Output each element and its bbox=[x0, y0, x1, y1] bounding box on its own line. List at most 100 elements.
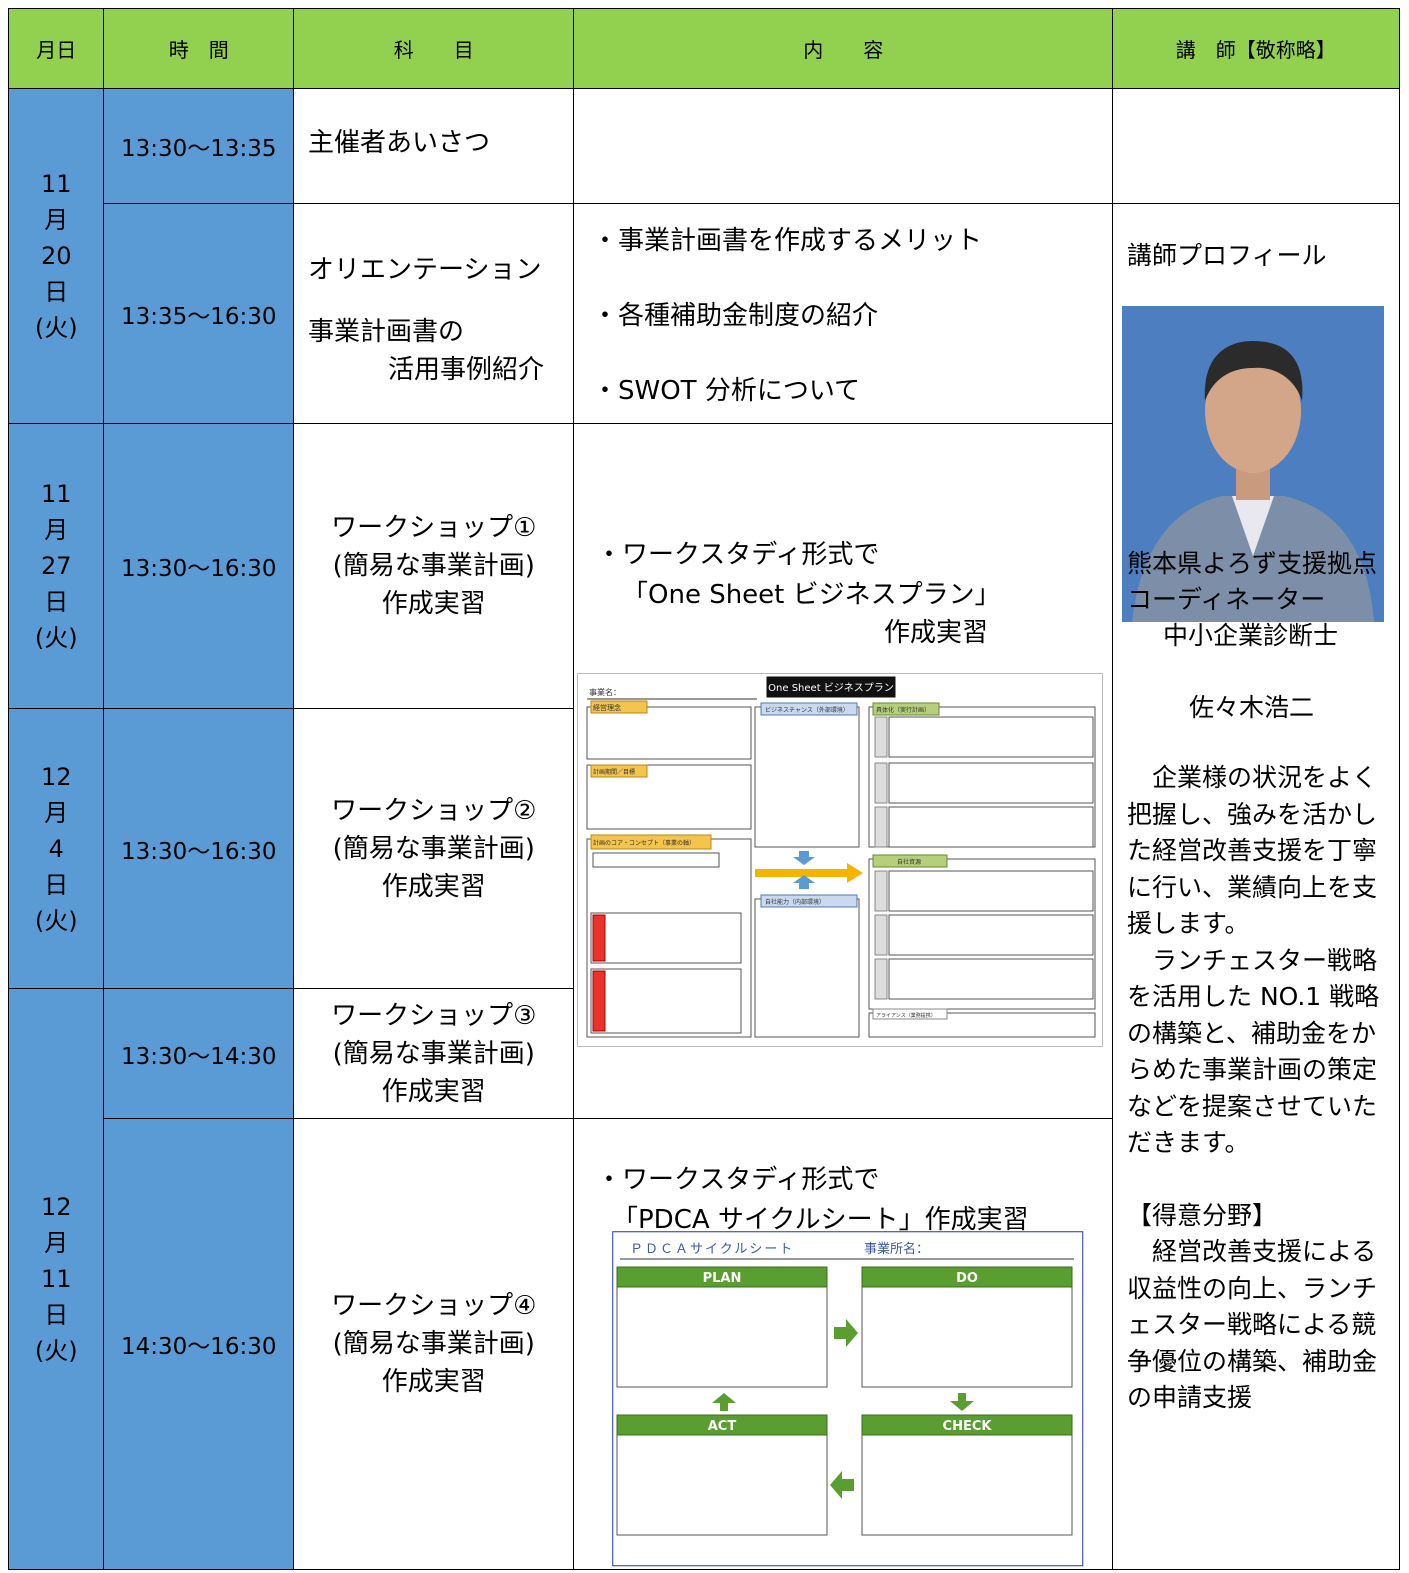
sheet-box bbox=[888, 958, 1094, 1000]
pdca-label: DO bbox=[956, 1271, 978, 1286]
photo-head bbox=[1205, 349, 1301, 473]
subject-text: (簡易な事業計画) bbox=[332, 833, 535, 864]
subject-text: (簡易な事業計画) bbox=[332, 551, 535, 582]
instructor-heading: 講師プロフィール bbox=[1127, 241, 1327, 270]
date-cell: 11 月 27 日 (火) bbox=[8, 423, 105, 710]
pdca-office: 事業所名： bbox=[864, 1241, 929, 1257]
sheet-box bbox=[874, 716, 888, 758]
pdca-box bbox=[616, 1266, 828, 1288]
date-text: 4 bbox=[48, 834, 64, 863]
subject-cell: オリエンテーション 事業計画書の 活用事例紹介 bbox=[293, 203, 575, 425]
date-text: 日 bbox=[44, 588, 69, 617]
sheet-box bbox=[590, 912, 742, 964]
header-cell: 講 師【敬称略】 bbox=[1112, 8, 1400, 90]
sheet-box bbox=[872, 702, 940, 716]
sheet-label: 計画期間／目標 bbox=[593, 768, 635, 776]
instructor-role: コーディネーター bbox=[1127, 585, 1326, 614]
sheet-label: 計画のコア・コンセプト（事業の軸） bbox=[593, 839, 695, 847]
header-label: 内 容 bbox=[803, 38, 884, 63]
one-sheet-image: One Sheet ビジネスプラン 事業名： 経営理念計画期間／目標計画のコア・コン… bbox=[577, 673, 1103, 1047]
date-text: (火) bbox=[34, 906, 78, 935]
time-cell: 13:30〜13:35 bbox=[103, 88, 295, 205]
sheet-label: 自社能力（内部環境） bbox=[765, 898, 825, 906]
sheet-box bbox=[760, 702, 858, 716]
date-text: 27 bbox=[40, 552, 72, 581]
instructor-cell: 講師プロフィール 熊本県よろず支援拠点 コーディネーター 中小企業診断士 佐々木浩二 企… bbox=[1112, 203, 1400, 1570]
sheet-label: 具体化（実行計画） bbox=[876, 706, 930, 714]
content-cell: ・ワークスタディ形式で 「One Sheet ビジネスプラン」 作成実習 One Sh… bbox=[573, 423, 1114, 1120]
sheet-box bbox=[874, 958, 888, 1000]
subject-cell: ワークショップ③ (簡易な事業計画) 作成実習 bbox=[293, 988, 575, 1120]
session-time: 13:35〜16:30 bbox=[120, 303, 277, 330]
subject-cell: 主催者あいさつ bbox=[293, 88, 575, 205]
date-text: 日 bbox=[44, 870, 69, 899]
date-text: 12 bbox=[40, 762, 72, 791]
photo-body bbox=[1132, 496, 1374, 622]
subject-text: (簡易な事業計画) bbox=[332, 1038, 535, 1069]
date-text: (火) bbox=[34, 314, 78, 343]
header-label: 月日 bbox=[36, 38, 77, 63]
photo-hair bbox=[1204, 341, 1303, 401]
session-time: 14:30〜16:30 bbox=[120, 1333, 277, 1360]
pdca-arrow bbox=[830, 1471, 854, 1499]
subject-text: ワークショップ④ bbox=[331, 1290, 537, 1321]
time-cell: 13:35〜16:30 bbox=[103, 203, 295, 425]
header-cell: 内 容 bbox=[573, 8, 1114, 90]
sheet-box bbox=[874, 762, 888, 804]
sheet-label: 自社資源 bbox=[897, 858, 921, 866]
time-cell: 13:30〜16:30 bbox=[103, 708, 295, 990]
sheet-label: アライアンス（業務提携） bbox=[876, 1012, 936, 1019]
bio-paragraph: 企業様の状況をよく把握し、強みを活かした経営改善支援を丁寧に行い、業績向上を支援… bbox=[1127, 763, 1378, 938]
content-text: 「PDCA サイクルシート」作成実習 bbox=[612, 1205, 1029, 1235]
content-cell bbox=[573, 88, 1114, 205]
subject-text: ワークショップ① bbox=[331, 513, 537, 544]
pdca-box bbox=[861, 1266, 1073, 1288]
sheet-box bbox=[586, 706, 752, 760]
sheet-box bbox=[872, 854, 948, 868]
bio-paragraph: 【得意分野】 bbox=[1127, 1200, 1278, 1230]
content-cell: ・ワークスタディ形式で 「PDCA サイクルシート」作成実習 ＰＤＣＡサイクルシート… bbox=[573, 1118, 1114, 1570]
header-cell: 科 目 bbox=[293, 8, 575, 90]
content-text: ・ワークスタディ形式で bbox=[596, 540, 880, 570]
session-time: 13:30〜16:30 bbox=[120, 556, 277, 583]
content-text: 「One Sheet ビジネスプラン」 bbox=[622, 580, 1001, 610]
content-text: ・事業計画書を作成するメリット bbox=[592, 226, 983, 256]
sheet-box bbox=[874, 806, 888, 848]
header-cell: 時 間 bbox=[103, 8, 295, 90]
sheet-box bbox=[888, 806, 1094, 848]
sheet-box bbox=[874, 914, 888, 956]
instructor-bio: 企業様の状況をよく把握し、強みを活かした経営改善支援を丁寧に行い、業績向上を支援… bbox=[1127, 760, 1389, 1417]
sheet-box bbox=[760, 894, 858, 908]
sheet-box bbox=[874, 870, 888, 912]
date-text: 月 bbox=[44, 516, 69, 545]
subject-cell: ワークショップ④ (簡易な事業計画) 作成実習 bbox=[293, 1118, 575, 1570]
session-time: 13:30〜16:30 bbox=[120, 838, 277, 865]
sheet-label: 事業名： bbox=[589, 687, 621, 697]
content-text: ・SWOT 分析について bbox=[592, 376, 861, 406]
sheet-box bbox=[590, 764, 648, 778]
time-cell: 13:30〜16:30 bbox=[103, 423, 295, 710]
pdca-box bbox=[616, 1414, 828, 1436]
sheet-arrow bbox=[793, 875, 815, 889]
subject-text: 作成実習 bbox=[381, 871, 486, 902]
pdca-arrow bbox=[712, 1393, 736, 1411]
subject-cell: ワークショップ② (簡易な事業計画) 作成実習 bbox=[293, 708, 575, 990]
session-time: 13:30〜13:35 bbox=[120, 136, 277, 163]
sheet-arrow bbox=[755, 863, 863, 883]
content-text: ・ワークスタディ形式で bbox=[596, 1165, 880, 1195]
sheet-box bbox=[592, 970, 606, 1032]
date-cell: 12 月 4 日 (火) bbox=[8, 708, 105, 990]
sheet-box bbox=[754, 898, 860, 1038]
subject-text: 作成実習 bbox=[381, 589, 486, 620]
date-text: (火) bbox=[34, 1336, 78, 1365]
sheet-label: 経営理念 bbox=[593, 703, 621, 712]
sheet-label: One Sheet ビジネスプラン bbox=[768, 682, 894, 694]
sheet-box bbox=[592, 914, 606, 962]
content-cell: ・事業計画書を作成するメリット ・各種補助金制度の紹介 ・SWOT 分析について bbox=[573, 203, 1114, 425]
sheet-box bbox=[872, 1008, 948, 1020]
subject-text: (簡易な事業計画) bbox=[332, 1328, 535, 1359]
date-text: (火) bbox=[34, 624, 78, 653]
subject-text: 主催者あいさつ bbox=[308, 128, 491, 159]
sheet-box bbox=[888, 870, 1094, 912]
content-text: ・各種補助金制度の紹介 bbox=[592, 301, 879, 331]
